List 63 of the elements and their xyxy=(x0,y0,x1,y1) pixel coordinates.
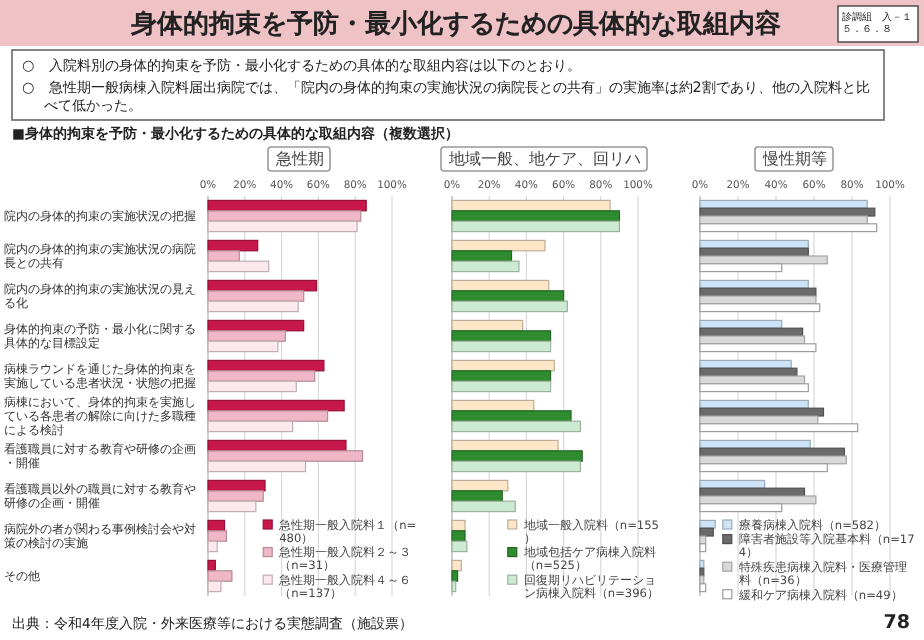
bar xyxy=(207,500,257,513)
bar xyxy=(699,535,707,545)
text: 78 xyxy=(883,612,911,634)
bar xyxy=(451,570,459,582)
bar xyxy=(207,330,286,342)
bar xyxy=(207,540,218,553)
bar xyxy=(451,220,620,233)
bar xyxy=(451,210,620,222)
bar xyxy=(699,359,792,369)
bar xyxy=(699,423,859,433)
bar xyxy=(207,580,222,593)
chart-title: 慢性期等 xyxy=(761,150,827,168)
bar xyxy=(451,330,552,342)
bar xyxy=(451,540,468,553)
bar xyxy=(451,239,546,252)
bar xyxy=(699,303,821,313)
bar xyxy=(451,420,581,433)
bar xyxy=(451,460,581,473)
bar xyxy=(451,340,552,353)
bar xyxy=(207,420,294,433)
bar xyxy=(207,290,305,302)
bar xyxy=(451,410,572,422)
bar xyxy=(451,490,503,502)
bar xyxy=(207,460,307,473)
bar xyxy=(699,543,707,553)
bar xyxy=(699,295,817,305)
bar xyxy=(451,519,466,532)
text: 身体的拘束を予防・最小化するための具体的な取組内容 xyxy=(129,8,781,40)
bar xyxy=(451,380,552,393)
bar xyxy=(207,490,264,502)
bar xyxy=(207,340,279,353)
bar xyxy=(207,450,364,462)
bar xyxy=(451,250,513,262)
bar xyxy=(699,527,714,537)
bar xyxy=(699,519,716,529)
bar xyxy=(699,343,817,353)
bar xyxy=(451,370,552,382)
chart-title: 急性期 xyxy=(274,150,324,168)
bar xyxy=(699,223,878,233)
bar xyxy=(699,439,811,449)
bar xyxy=(207,220,358,233)
bar xyxy=(451,290,565,302)
bar xyxy=(699,383,809,393)
bar xyxy=(451,450,583,462)
bar xyxy=(451,260,520,273)
bar xyxy=(207,380,297,393)
chart-title: 地域一般、地ケア、回リハ xyxy=(447,150,641,168)
bar xyxy=(207,530,227,542)
bar xyxy=(207,570,233,582)
bar xyxy=(699,583,707,593)
bar xyxy=(451,530,466,542)
bar xyxy=(451,559,462,572)
bar xyxy=(699,455,847,465)
bar xyxy=(207,559,216,572)
bar xyxy=(207,410,329,422)
bar xyxy=(207,210,362,222)
bar xyxy=(451,500,516,513)
bar xyxy=(207,260,270,273)
bar xyxy=(207,250,240,262)
bar xyxy=(207,370,316,382)
bar xyxy=(207,300,299,313)
bar xyxy=(451,300,568,313)
bar xyxy=(207,239,259,252)
